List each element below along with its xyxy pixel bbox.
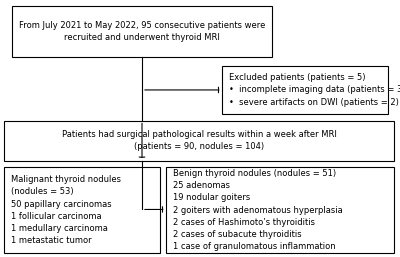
- Text: Patients had surgical pathological results within a week after MRI
(patients = 9: Patients had surgical pathological resul…: [62, 130, 336, 151]
- FancyBboxPatch shape: [222, 66, 388, 114]
- Text: Excluded patients (patients = 5)
•  incomplete imaging data (patients = 3)
•  se: Excluded patients (patients = 5) • incom…: [229, 73, 400, 107]
- Text: Benign thyroid nodules (nodules = 51)
25 adenomas
19 nodular goiters
2 goiters w: Benign thyroid nodules (nodules = 51) 25…: [173, 169, 343, 251]
- Text: From July 2021 to May 2022, 95 consecutive patients were
recruited and underwent: From July 2021 to May 2022, 95 consecuti…: [19, 21, 265, 42]
- FancyBboxPatch shape: [4, 121, 394, 161]
- FancyBboxPatch shape: [166, 167, 394, 253]
- FancyBboxPatch shape: [4, 167, 160, 253]
- Text: Malignant thyroid nodules
(nodules = 53)
50 papillary carcinomas
1 follicular ca: Malignant thyroid nodules (nodules = 53)…: [11, 175, 121, 245]
- FancyBboxPatch shape: [12, 6, 272, 57]
